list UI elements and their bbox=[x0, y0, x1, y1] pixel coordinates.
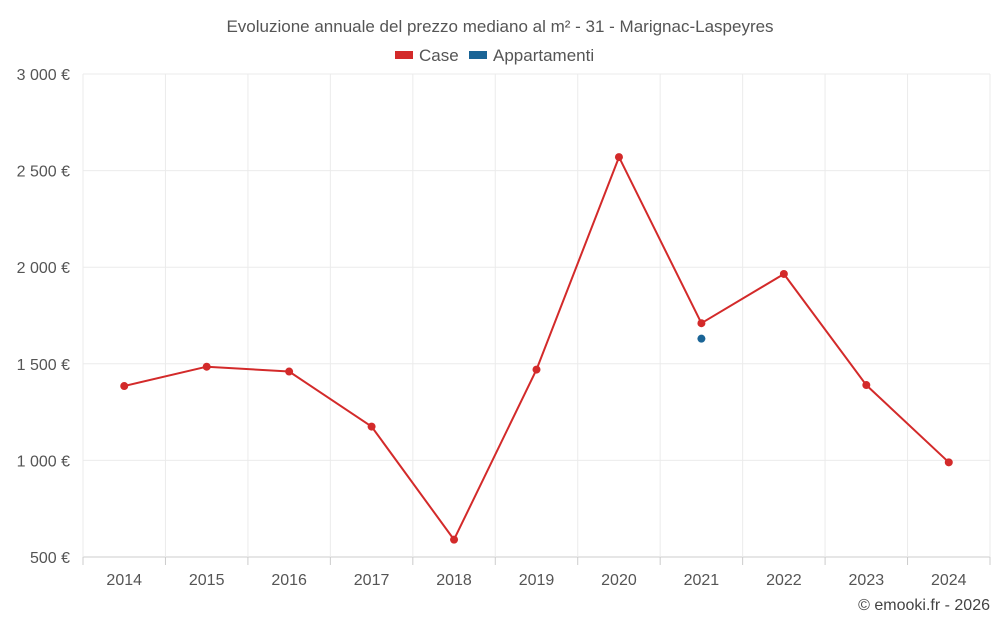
grid bbox=[82, 73, 991, 558]
data-point[interactable] bbox=[779, 269, 788, 278]
y-axis: 500 € 1 000 € 1 500 € 2 000 € 2 500 € 3 000 € bbox=[17, 67, 70, 567]
data-point[interactable] bbox=[202, 362, 211, 371]
data-point[interactable] bbox=[862, 381, 871, 390]
legend-swatch-appartamenti bbox=[469, 51, 487, 59]
x-tick-label: 2023 bbox=[849, 572, 885, 589]
x-tick-label: 2014 bbox=[106, 572, 142, 589]
data-point[interactable] bbox=[944, 458, 953, 467]
data-point[interactable] bbox=[285, 367, 294, 376]
y-tick-label: 1 000 € bbox=[17, 453, 70, 470]
x-tick-label: 2018 bbox=[436, 572, 472, 589]
y-tick-label: 1 500 € bbox=[17, 357, 70, 374]
y-tick-label: 500 € bbox=[30, 550, 70, 567]
x-tick-label: 2020 bbox=[601, 572, 637, 589]
x-tick-label: 2016 bbox=[271, 572, 307, 589]
x-tick-label: 2021 bbox=[684, 572, 720, 589]
legend-label-case: Case bbox=[419, 46, 459, 65]
legend-swatch-case bbox=[395, 51, 413, 59]
series-appartamenti bbox=[697, 334, 706, 343]
legend-item-case[interactable]: Case bbox=[395, 46, 459, 65]
x-tick-label: 2019 bbox=[519, 572, 555, 589]
credit-text: © emooki.fr - 2026 bbox=[858, 597, 990, 614]
legend-item-appartamenti[interactable]: Appartamenti bbox=[469, 46, 594, 65]
x-tick-label: 2017 bbox=[354, 572, 390, 589]
y-tick-label: 2 500 € bbox=[17, 164, 70, 181]
series-layer bbox=[120, 153, 953, 544]
x-tick-label: 2024 bbox=[931, 572, 967, 589]
x-tick-label: 2022 bbox=[766, 572, 802, 589]
legend-label-appartamenti: Appartamenti bbox=[493, 46, 594, 65]
chart-title: Evoluzione annuale del prezzo mediano al… bbox=[226, 17, 773, 36]
data-point[interactable] bbox=[532, 365, 541, 374]
legend: Case Appartamenti bbox=[395, 46, 594, 65]
data-point[interactable] bbox=[120, 382, 129, 391]
data-point[interactable] bbox=[614, 153, 623, 162]
x-tick-label: 2015 bbox=[189, 572, 225, 589]
y-tick-label: 2 000 € bbox=[17, 260, 70, 277]
data-point[interactable] bbox=[697, 334, 706, 343]
y-tick-label: 3 000 € bbox=[17, 67, 70, 84]
data-point[interactable] bbox=[450, 535, 459, 544]
x-axis: 2014 2015 2016 2017 2018 2019 2020 2021 2022 2023… bbox=[82, 557, 991, 589]
series-case bbox=[120, 153, 953, 544]
data-point[interactable] bbox=[367, 422, 376, 431]
data-point[interactable] bbox=[697, 319, 706, 328]
